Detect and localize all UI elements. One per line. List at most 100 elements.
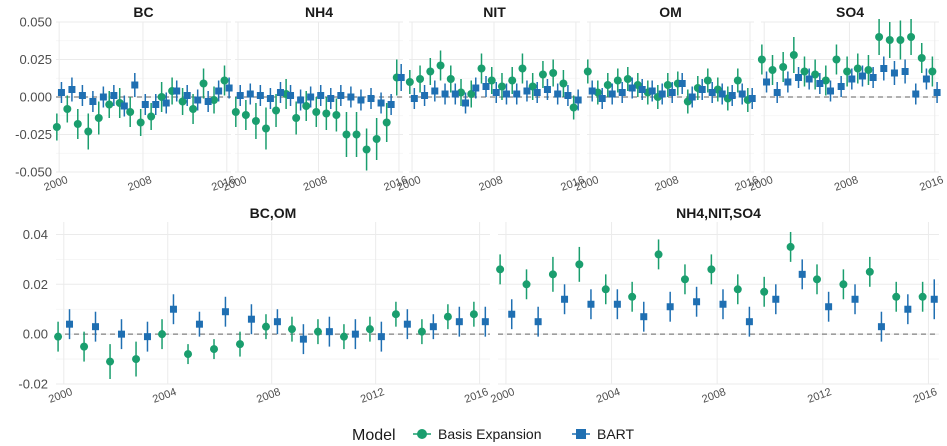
- point-basis: [261, 322, 270, 331]
- point-bart: [587, 300, 595, 308]
- point-bart: [317, 92, 325, 99]
- point-basis: [549, 69, 558, 77]
- series-bart: [588, 73, 756, 109]
- legend-basis-key: [417, 429, 427, 439]
- point-basis: [885, 36, 894, 44]
- point-basis: [628, 292, 637, 301]
- point-bart: [204, 98, 212, 105]
- point-bart: [183, 92, 191, 99]
- point-basis: [106, 357, 115, 366]
- point-bart: [613, 300, 621, 308]
- point-bart: [377, 99, 385, 107]
- point-bart: [638, 86, 646, 93]
- point-basis: [760, 287, 769, 296]
- point-bart: [236, 92, 244, 99]
- point-bart: [904, 305, 912, 313]
- point-bart: [327, 95, 335, 102]
- point-bart: [367, 95, 375, 102]
- point-bart: [397, 74, 405, 81]
- x-tick-label: 2004: [595, 386, 622, 406]
- panel-title: BC,OM: [250, 205, 297, 221]
- panels: BC 0.050 0.025 0.000 -0.025 -0.050 2000 2008 201…: [15, 4, 945, 406]
- point-basis: [332, 111, 341, 119]
- point-basis: [812, 275, 821, 284]
- point-basis: [416, 75, 425, 83]
- point-basis: [569, 103, 578, 112]
- point-bart: [508, 310, 516, 318]
- point-bart: [195, 320, 203, 328]
- x-tick-label: 2008: [477, 174, 504, 194]
- point-bart: [933, 89, 941, 96]
- series-basis-expansion: [583, 59, 752, 114]
- point-basis: [80, 342, 89, 351]
- point-basis: [235, 340, 244, 349]
- point-bart: [57, 89, 65, 96]
- point-basis: [832, 55, 841, 64]
- point-bart: [131, 81, 139, 89]
- point-basis: [757, 55, 766, 64]
- point-basis: [528, 82, 537, 91]
- point-bart: [297, 96, 305, 104]
- y-tick-label: -0.025: [15, 127, 52, 142]
- x-tick-label: 2008: [833, 174, 860, 194]
- y-tick-label: 0.000: [19, 90, 52, 105]
- point-bart: [225, 84, 233, 92]
- x-tick-label: 2012: [359, 386, 386, 406]
- point-bart: [403, 320, 411, 328]
- point-bart: [162, 99, 170, 107]
- point-basis: [603, 81, 612, 89]
- point-bart: [877, 323, 885, 331]
- series-bart: [66, 294, 489, 355]
- point-basis: [583, 67, 592, 76]
- point-basis: [210, 345, 219, 354]
- point-basis: [467, 90, 476, 98]
- point-bart: [110, 92, 118, 99]
- point-basis: [821, 76, 830, 85]
- point-bart: [912, 90, 920, 98]
- point-basis: [391, 310, 400, 319]
- point-bart: [658, 90, 666, 98]
- panel-title: OM: [659, 4, 682, 20]
- point-bart: [421, 92, 429, 99]
- legend-label-basis: Basis Expansion: [438, 426, 542, 442]
- point-bart: [173, 87, 181, 95]
- point-basis: [477, 64, 486, 73]
- x-tick-label: 2008: [700, 386, 727, 406]
- point-basis: [811, 70, 820, 79]
- panel-title: BC: [133, 4, 153, 20]
- series-bart: [410, 76, 582, 114]
- point-bart: [266, 95, 274, 102]
- point-basis: [382, 118, 391, 127]
- x-tick-label: 2016: [912, 386, 939, 406]
- point-bart: [718, 90, 726, 98]
- point-basis: [84, 127, 93, 136]
- point-bart: [78, 92, 86, 99]
- point-bart: [502, 90, 510, 98]
- point-bart: [482, 83, 490, 90]
- point-basis: [63, 105, 72, 113]
- point-bart: [325, 328, 333, 336]
- point-basis: [457, 88, 466, 97]
- point-bart: [273, 318, 281, 326]
- point-bart: [513, 90, 521, 98]
- panel-title: NH4,NIT,SO4: [676, 205, 761, 221]
- point-bart: [825, 303, 833, 311]
- point-bart: [247, 315, 255, 323]
- point-basis: [136, 118, 145, 127]
- point-basis: [703, 76, 712, 85]
- point-bart: [618, 89, 626, 96]
- x-tick-label: 2012: [806, 386, 833, 406]
- point-bart: [698, 86, 706, 93]
- legend-label-bart: BART: [597, 426, 635, 442]
- point-basis: [52, 123, 61, 131]
- point-basis: [548, 270, 557, 279]
- point-basis: [94, 114, 103, 122]
- point-basis: [365, 325, 374, 334]
- point-bart: [351, 330, 359, 338]
- point-bart: [387, 101, 395, 108]
